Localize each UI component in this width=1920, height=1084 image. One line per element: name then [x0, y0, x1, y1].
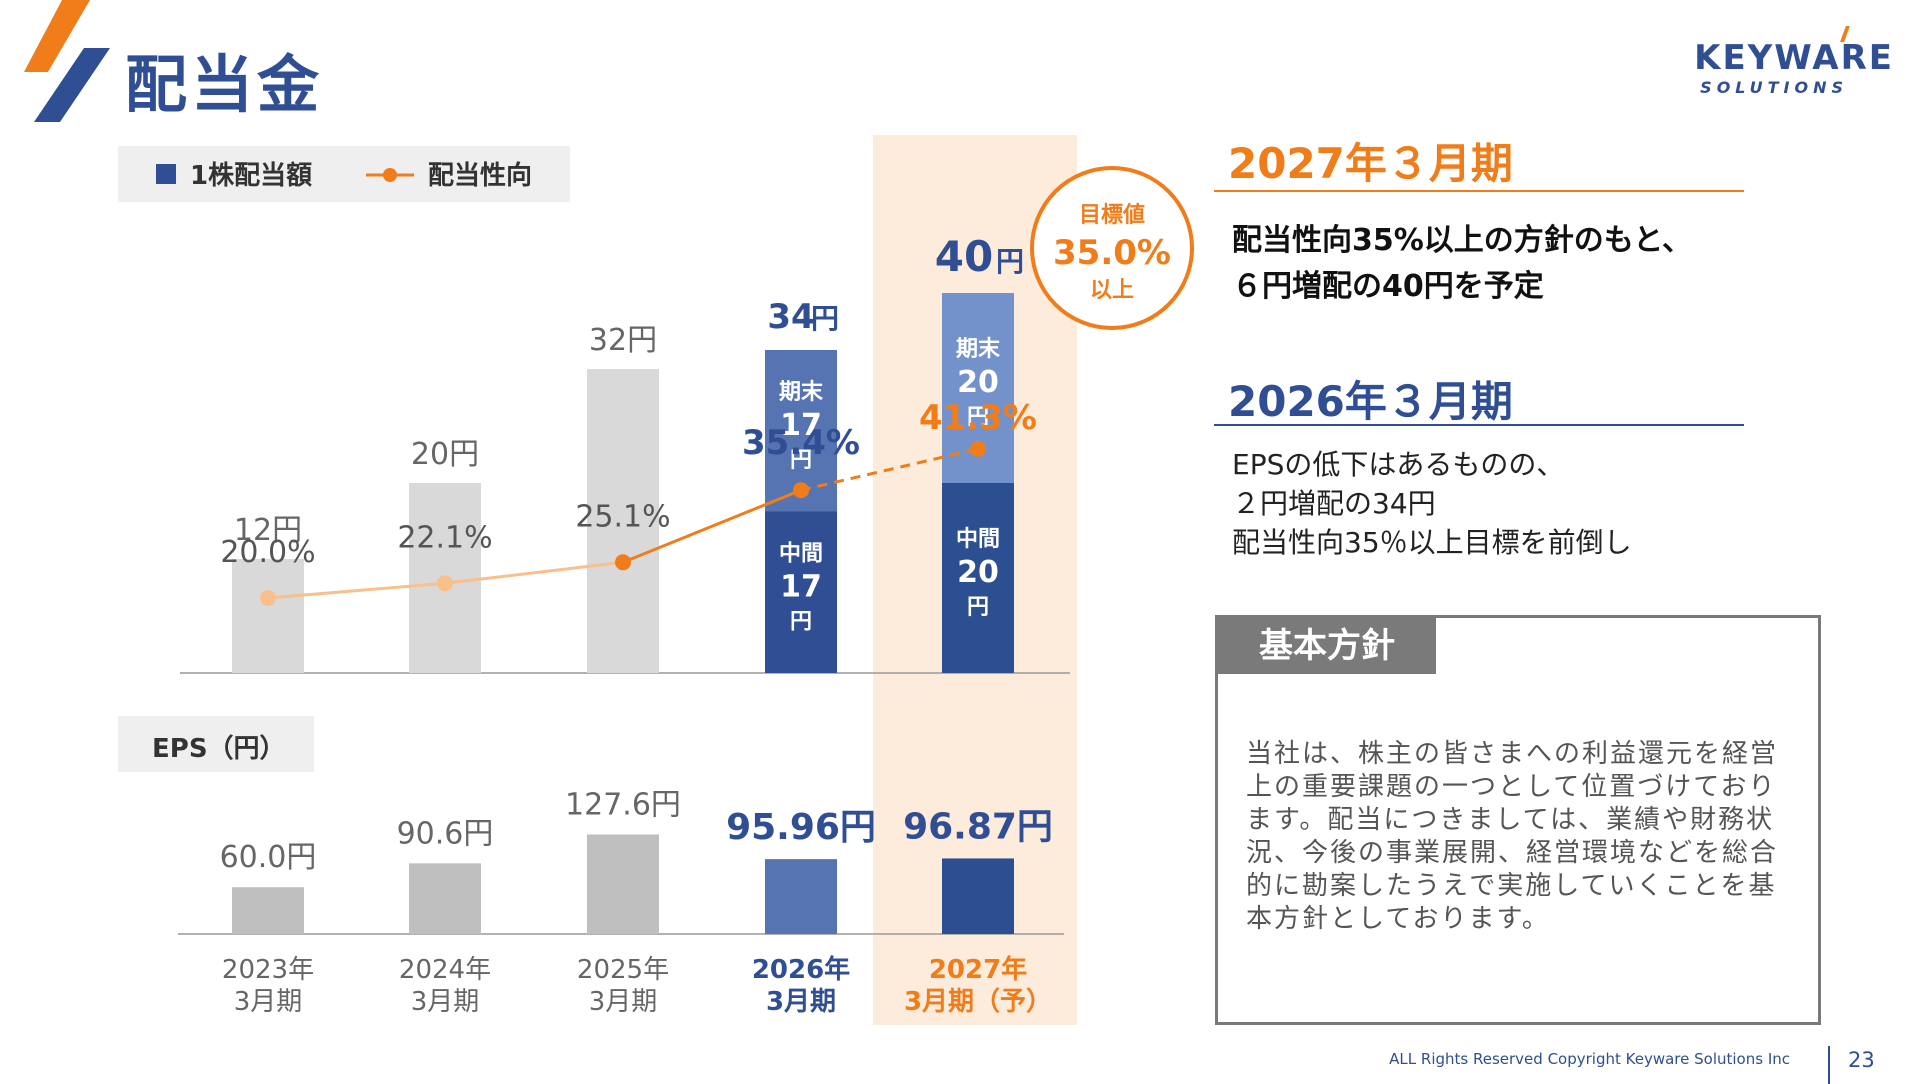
fy2027-text-line2: ６円増配の40円を予定: [1232, 269, 1544, 304]
interim-segment-unit: 円: [790, 609, 812, 634]
eps-bar: [409, 863, 481, 934]
x-axis-label-period: 3月期: [411, 987, 480, 1017]
payout-value-label: 41.3%: [919, 398, 1037, 438]
eps-bar: [942, 858, 1014, 934]
policy-box: [1215, 615, 1821, 1025]
yearend-segment-value: 20: [957, 365, 999, 400]
eps-bar: [232, 887, 304, 934]
payout-value-label: 20.0%: [220, 535, 315, 570]
fy2026-text-line1: EPSの低下はあるものの、: [1232, 448, 1565, 481]
eps-label-box: [118, 716, 314, 772]
brand-name: KEYWARE: [1694, 38, 1894, 78]
brand-subtitle: SOLUTIONS: [1700, 78, 1848, 97]
x-axis-label-year: 2025年: [577, 955, 669, 985]
dividend-total-label: 34: [767, 297, 814, 337]
x-axis-label-period: 3月期: [589, 987, 658, 1017]
dividend-value-label: 32円: [589, 323, 657, 358]
x-axis-label-period: 3月期: [234, 987, 303, 1017]
policy-title: 基本方針: [1218, 618, 1436, 674]
payout-marker: [615, 554, 631, 571]
dividend-bar-interim: [942, 483, 1014, 673]
fy2026-text-line3: 配当性向35％以上目標を前倒し: [1232, 526, 1632, 559]
x-axis-label-period: 3月期: [766, 987, 836, 1017]
eps-bar: [587, 834, 659, 934]
interim-segment-value: 17: [780, 569, 822, 604]
x-axis-label-period: 3月期（予）: [904, 987, 1052, 1017]
page-title: 配当金: [125, 48, 324, 121]
target-badge: [1030, 166, 1194, 330]
dividend-total-unit: 円: [996, 245, 1024, 278]
eps-value-label: 95.96円: [726, 807, 876, 848]
fy2027-heading: 2027年３月期: [1228, 139, 1513, 188]
interim-segment-label: 中間: [956, 527, 1000, 552]
payout-value-label: 35.4%: [742, 423, 860, 463]
interim-segment-unit: 円: [967, 595, 989, 620]
dividend-value-label: 20円: [411, 437, 479, 472]
eps-value-label: 60.0円: [220, 840, 317, 875]
payout-value-label: 25.1%: [575, 499, 670, 534]
dividend-value-label: 12円: [234, 513, 302, 548]
dividend-total-unit: 円: [811, 302, 839, 335]
brand-logo: KEYWARE SOLUTIONS: [1684, 26, 1894, 98]
payout-value-label: 22.1%: [397, 520, 492, 555]
footer-copyright: ALL Rights Reserved Copyright Keyware So…: [1389, 1050, 1790, 1068]
legend-line-label: 配当性向: [428, 160, 532, 191]
yearend-segment-unit: 円: [790, 448, 812, 473]
interim-segment-label: 中間: [779, 541, 823, 566]
interim-segment-value: 20: [957, 555, 999, 590]
legend-bar-swatch-icon: [156, 164, 176, 184]
legend-line-marker-icon: [383, 168, 397, 182]
logo-mark-icon: [24, 0, 110, 122]
target-badge-value: 35.0%: [1053, 233, 1171, 273]
x-axis-label-year: 2026年: [752, 954, 850, 985]
eps-label: EPS（円）: [152, 734, 286, 764]
payout-marker: [437, 575, 453, 592]
fy2027-divider: [1214, 190, 1744, 192]
legend-bar-label: 1株配当額: [190, 161, 312, 191]
x-axis-label-year: 2024年: [399, 955, 491, 985]
eps-value-label: 90.6円: [397, 816, 494, 851]
chart-legend: [118, 146, 570, 202]
dividend-bar: [587, 369, 659, 673]
eps-value-label: 96.87円: [903, 806, 1053, 847]
payout-marker: [260, 590, 276, 606]
payout-line-actual: [622, 488, 802, 564]
policy-body: 当社は、株主の皆さまへの利益還元を経営上の重要課題の一つとして位置づけております…: [1246, 739, 1779, 934]
dividend-bar-interim: [765, 511, 837, 673]
x-axis-label-year: 2023年: [222, 955, 314, 985]
eps-value-label: 127.6円: [565, 787, 681, 822]
dividend-total-label: 40: [935, 232, 993, 281]
page-number: 23: [1848, 1048, 1875, 1072]
yearend-segment-label: 期末: [779, 380, 824, 405]
yearend-segment-unit: 円: [967, 405, 989, 430]
eps-bar: [765, 859, 837, 934]
fy2026-divider: [1214, 424, 1744, 426]
payout-line-forecast: [800, 447, 979, 492]
x-axis-label-year: 2027年: [929, 954, 1027, 985]
payout-marker: [793, 482, 809, 499]
footer-divider: [1828, 1046, 1830, 1084]
target-badge-suffix: 以上: [1090, 278, 1134, 303]
fy2026-text-line2: ２円増配の34円: [1232, 487, 1436, 520]
fy2027-text-line1: 配当性向35%以上の方針のもと、: [1232, 223, 1693, 258]
payout-marker: [970, 440, 986, 457]
yearend-segment-value: 17: [780, 408, 822, 443]
target-badge-label: 目標値: [1079, 203, 1145, 228]
yearend-segment-label: 期末: [956, 337, 1001, 362]
fy2026-heading: 2026年３月期: [1228, 377, 1513, 426]
dividend-bar: [232, 559, 304, 673]
